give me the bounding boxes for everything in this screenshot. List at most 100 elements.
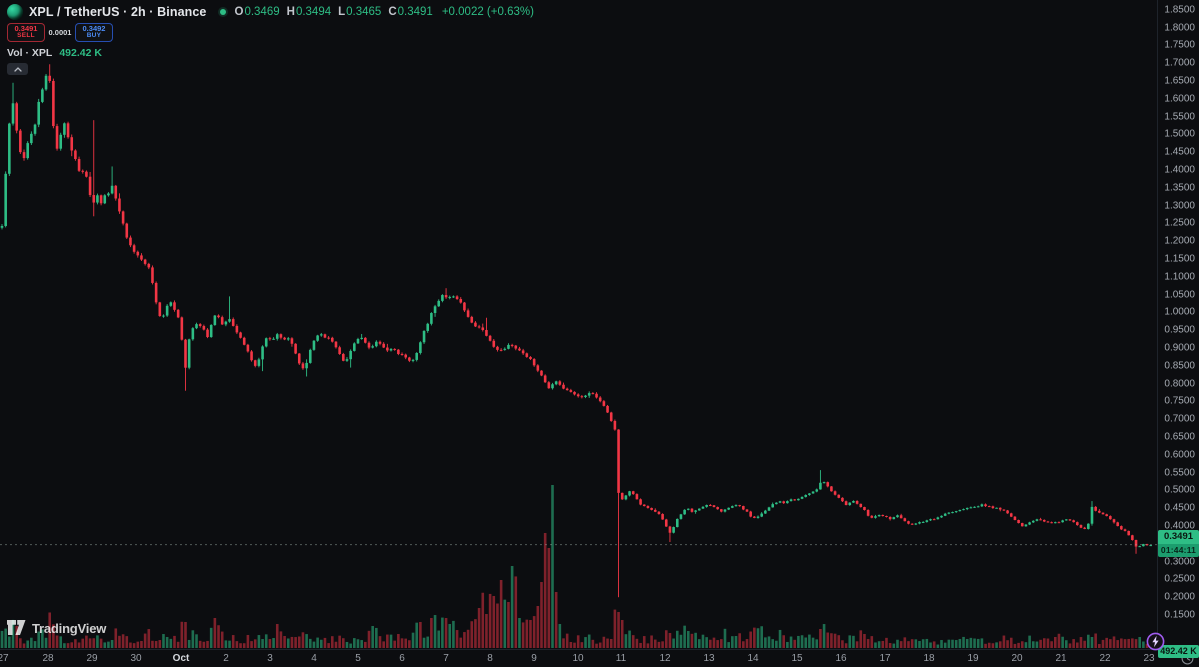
- sell-button[interactable]: 0.3491 SELL: [7, 23, 45, 42]
- volume-indicator-row[interactable]: Vol · XPL 492.42 K: [7, 46, 534, 60]
- time-axis-tick: 19: [967, 653, 979, 664]
- price-axis-separator: [1157, 0, 1158, 667]
- price-axis-tick: 1.0500: [1164, 289, 1195, 301]
- spread-value: 0.0001: [48, 28, 72, 37]
- price-axis-tick: 1.3500: [1164, 182, 1195, 194]
- tradingview-logo-icon: [7, 620, 26, 635]
- chevron-up-icon: [13, 66, 22, 72]
- buy-button[interactable]: 0.3492 BUY: [75, 23, 113, 42]
- time-axis-tick: 12: [659, 653, 671, 664]
- time-axis-tick: 30: [130, 653, 142, 664]
- price-axis-tick: 1.1500: [1164, 253, 1195, 265]
- time-axis-tick: 20: [1011, 653, 1023, 664]
- time-axis-tick: 18: [923, 653, 935, 664]
- price-axis-tick: 0.2500: [1164, 573, 1195, 585]
- time-axis[interactable]: 27 28 29 30 Oct 2 3 4 5 6 7 8 9 10 11 12 13 14 15 16 17 18 19 2…: [0, 650, 1199, 667]
- time-axis-tick: 22: [1099, 653, 1111, 664]
- volume-axis-label: 492.42 K: [1158, 645, 1199, 658]
- price-axis-tick: 1.0000: [1164, 306, 1195, 318]
- close-label: C: [388, 5, 397, 18]
- time-axis-separator: [0, 649, 1199, 650]
- time-axis-tick: 14: [747, 653, 759, 664]
- high-value: 0.3494: [295, 5, 332, 18]
- price-axis-tick: 0.7000: [1164, 413, 1195, 425]
- time-axis-tick: 17: [879, 653, 891, 664]
- time-axis-tick: 7: [443, 653, 449, 664]
- volume-indicator-value: 492.42 K: [59, 47, 102, 59]
- price-axis-tick: 0.7500: [1164, 395, 1195, 407]
- change-value: +0.0022 (+0.63%): [441, 5, 534, 18]
- price-axis-tick: 1.4000: [1164, 164, 1195, 176]
- price-axis-tick: 0.8500: [1164, 360, 1195, 372]
- last-price-value: 0.3491: [1158, 530, 1199, 544]
- time-axis-tick: 9: [531, 653, 537, 664]
- price-axis-tick: 1.8000: [1164, 22, 1195, 34]
- last-price-axis-label: 0.3491 01:44:11: [1158, 530, 1199, 557]
- time-axis-tick: 13: [703, 653, 715, 664]
- time-axis-tick: 8: [487, 653, 493, 664]
- market-status-icon: [220, 8, 227, 15]
- time-axis-tick: 23: [1143, 653, 1155, 664]
- collapse-pane-button[interactable]: [7, 63, 28, 75]
- price-axis-tick: 1.7000: [1164, 57, 1195, 69]
- low-value: 0.3465: [346, 5, 382, 18]
- price-axis-tick: 1.5000: [1164, 128, 1195, 140]
- symbol-title[interactable]: XPL / TetherUS · 2h · Binance: [29, 4, 207, 19]
- time-axis-tick: Oct: [172, 653, 190, 664]
- price-axis-tick: 1.7500: [1164, 39, 1195, 51]
- time-axis-tick: 4: [311, 653, 317, 664]
- price-axis-tick: 1.2000: [1164, 235, 1195, 247]
- price-axis-tick: 0.1500: [1164, 609, 1195, 621]
- volume-indicator-label: Vol · XPL: [7, 47, 53, 59]
- symbol-logo-icon: [7, 3, 23, 20]
- low-label: L: [338, 5, 346, 18]
- time-axis-tick: 5: [355, 653, 361, 664]
- price-axis-tick: 1.4500: [1164, 146, 1195, 158]
- price-axis-tick: 0.6000: [1164, 449, 1195, 461]
- time-axis-tick: 6: [399, 653, 405, 664]
- sell-label: SELL: [17, 32, 35, 40]
- time-axis-tick: 15: [791, 653, 803, 664]
- open-value: 0.3469: [244, 5, 280, 18]
- price-axis-tick: 1.6500: [1164, 75, 1195, 87]
- price-axis-tick: 1.2500: [1164, 217, 1195, 229]
- price-axis-tick: 0.5000: [1164, 484, 1195, 496]
- price-axis-tick: 0.9000: [1164, 342, 1195, 354]
- high-label: H: [286, 5, 295, 18]
- price-axis-tick: 0.9500: [1164, 324, 1195, 336]
- buy-price: 0.3492: [82, 24, 106, 34]
- tradingview-watermark-text: TradingView: [32, 620, 107, 636]
- price-axis-tick: 1.3000: [1164, 200, 1195, 212]
- candlestick-chart-canvas[interactable]: [0, 0, 1158, 649]
- price-axis-tick: 1.8500: [1164, 4, 1195, 16]
- ohlc-readout: O 0.3469 H 0.3494 L 0.3465 C 0.3491 +0.0…: [234, 6, 533, 18]
- time-axis-tick: 2: [223, 653, 229, 664]
- price-axis-tick: 0.5500: [1164, 467, 1195, 479]
- price-axis-tick: 1.1000: [1164, 271, 1195, 283]
- price-axis-tick: 0.4500: [1164, 502, 1195, 514]
- time-axis-tick: 29: [86, 653, 98, 664]
- time-axis-tick: 21: [1055, 653, 1067, 664]
- price-axis-tick: 0.2000: [1164, 591, 1195, 603]
- price-axis-tick: 0.3000: [1164, 556, 1195, 568]
- time-axis-tick: 28: [42, 653, 54, 664]
- time-axis-tick: 11: [615, 653, 627, 664]
- price-axis-tick: 1.6000: [1164, 93, 1195, 105]
- time-axis-tick: 16: [835, 653, 847, 664]
- open-label: O: [234, 5, 244, 18]
- tradingview-watermark[interactable]: TradingView: [7, 620, 106, 636]
- chart-legend: XPL / TetherUS · 2h · Binance O 0.3469 H…: [7, 3, 534, 75]
- bar-countdown: 01:44:11: [1158, 544, 1199, 557]
- price-axis-tick: 0.8000: [1164, 378, 1195, 390]
- price-axis-tick: 0.6500: [1164, 431, 1195, 443]
- sell-price: 0.3491: [14, 24, 38, 34]
- time-axis-tick: 27: [0, 653, 9, 664]
- close-value: 0.3491: [397, 5, 433, 18]
- lightning-boost-icon[interactable]: [1146, 632, 1165, 651]
- time-axis-tick: 10: [572, 653, 584, 664]
- buy-label: BUY: [86, 32, 102, 40]
- price-axis-tick: 0.4000: [1164, 520, 1195, 532]
- price-axis-tick: 1.5500: [1164, 111, 1195, 123]
- time-axis-tick: 3: [267, 653, 273, 664]
